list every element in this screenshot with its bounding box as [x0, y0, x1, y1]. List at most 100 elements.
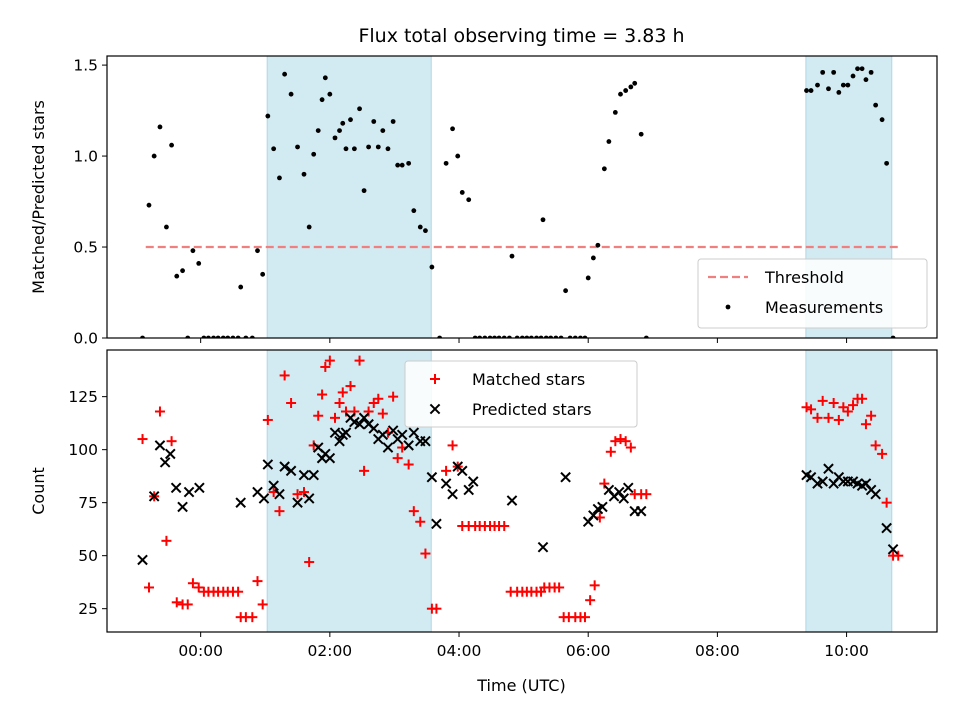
predicted-star-marker — [431, 518, 442, 530]
matched-star-marker — [866, 410, 877, 421]
matched-star-marker — [286, 398, 297, 409]
predicted-star-marker — [354, 418, 365, 430]
predicted-star-marker — [560, 471, 571, 483]
measurement-point — [612, 110, 618, 115]
measurement-point — [417, 224, 423, 230]
matched-star-marker — [641, 489, 652, 500]
measurement-point — [509, 253, 515, 259]
predicted-star-marker — [170, 482, 182, 494]
x-tick-label: 06:00 — [566, 642, 611, 660]
matched-star-marker — [585, 595, 596, 606]
measurement-point — [238, 284, 244, 290]
marker-stroke — [613, 486, 625, 498]
predicted-star-marker — [137, 554, 148, 566]
marker-stroke — [358, 412, 370, 424]
ratio-legend: Threshold Measurements — [697, 258, 928, 329]
matched-star-marker — [620, 436, 631, 447]
measurement-point — [380, 128, 386, 133]
marker-stroke — [420, 435, 431, 447]
marker-stroke — [164, 448, 176, 460]
marker-stroke — [560, 471, 571, 483]
measurement-point — [340, 120, 346, 126]
measurement-point — [628, 84, 634, 90]
marker-stroke — [463, 484, 475, 496]
marker-stroke — [303, 493, 315, 504]
measurement-point — [180, 268, 185, 274]
predicted-star-marker — [298, 469, 310, 481]
legend-measurement-label: Measurements — [765, 298, 883, 317]
matched-star-marker — [161, 535, 172, 546]
matched-star-marker — [806, 404, 817, 415]
predicted-star-marker — [887, 544, 899, 555]
predicted-star-marker — [329, 427, 341, 438]
predicted-star-marker — [194, 482, 205, 494]
predicted-star-marker — [597, 501, 608, 513]
predicted-star-marker — [463, 484, 475, 496]
marker-stroke — [431, 518, 442, 530]
marker-stroke — [194, 482, 205, 494]
measurement-point — [319, 97, 325, 103]
measurement-point — [332, 135, 338, 141]
predicted-star-marker — [467, 476, 479, 487]
measurement-point — [443, 160, 449, 166]
x-tick-label: 00:00 — [178, 642, 223, 660]
predicted-star-marker — [537, 541, 549, 553]
measurement-point — [879, 117, 885, 123]
predicted-star-marker — [268, 480, 279, 492]
measurement-point — [601, 166, 607, 172]
marker-stroke — [292, 497, 303, 508]
predicted-star-marker — [817, 476, 828, 487]
measurement-point — [808, 88, 814, 93]
marker-stroke — [324, 452, 336, 464]
matched-star-marker — [415, 516, 426, 527]
predicted-star-marker — [622, 482, 634, 494]
measurement-point — [595, 242, 601, 248]
measurement-point — [845, 82, 851, 88]
y-tick-label: 1.0 — [73, 148, 98, 166]
marker-stroke — [137, 554, 148, 566]
measurement-point — [322, 75, 328, 81]
measurement-point — [563, 288, 568, 294]
measurement-point — [315, 128, 321, 133]
measurement-point — [455, 153, 461, 159]
matched-star-marker — [340, 406, 351, 417]
plot-area — [137, 350, 904, 632]
marker-stroke — [456, 465, 468, 477]
marker-stroke — [426, 471, 438, 483]
measurement-point — [371, 119, 377, 124]
matched-star-marker — [823, 412, 834, 423]
matched-star-marker — [252, 576, 263, 587]
matched-star-marker — [345, 381, 356, 392]
predicted-star-marker — [420, 435, 431, 447]
measurement-point — [466, 197, 472, 203]
axes-frame — [106, 55, 938, 339]
matched-star-marker — [605, 446, 616, 457]
matched-star-marker — [392, 453, 403, 464]
matched-star-marker — [143, 582, 154, 593]
marker-stroke — [847, 476, 859, 487]
matched-star-marker — [877, 448, 888, 459]
measurement-point — [288, 91, 294, 97]
legend-box — [404, 360, 638, 428]
marker-stroke — [298, 469, 310, 481]
measurement-point — [255, 248, 260, 254]
matched-star-marker — [625, 442, 636, 453]
predicted-star-marker — [456, 465, 468, 477]
marker-stroke — [887, 544, 899, 555]
matched-star-marker — [193, 582, 204, 593]
measurement-point — [873, 102, 879, 108]
matched-star-marker — [408, 506, 419, 517]
matched-star-marker — [373, 393, 384, 404]
observing-window — [266, 350, 432, 632]
predicted-star-marker — [588, 510, 599, 521]
matched-star-marker — [274, 506, 285, 517]
predicted-star-marker — [408, 427, 420, 438]
predicted-star-marker — [382, 442, 394, 453]
matched-star-marker — [833, 414, 844, 425]
measurement-point — [265, 113, 271, 119]
measurement-point — [411, 208, 417, 214]
predicted-star-marker — [159, 457, 171, 468]
matched-star-marker — [313, 410, 324, 421]
measurement-point — [540, 217, 546, 223]
matched-star-marker — [299, 487, 310, 498]
